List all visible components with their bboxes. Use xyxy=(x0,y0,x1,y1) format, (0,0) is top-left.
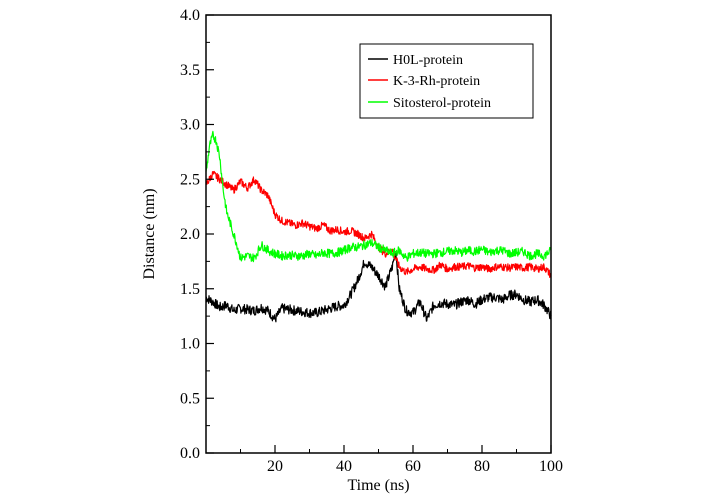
y-tick-label: 1.0 xyxy=(180,336,200,353)
y-tick-label: 0.5 xyxy=(180,390,200,407)
x-axis-title: Time (ns) xyxy=(347,477,409,494)
y-tick-label: 3.5 xyxy=(180,62,200,79)
x-tick-label: 20 xyxy=(267,458,283,475)
ticks-layer: 0.0 0.5 1.0 1.5 2.0 2.5 3.0 3.5 4.0 20 40 60 80 100 xyxy=(180,7,563,475)
y-tick-label: 0.0 xyxy=(180,445,200,462)
y-tick-label: 3.0 xyxy=(180,117,200,134)
legend-label-sitosterol: Sitosterol-protein xyxy=(393,96,491,111)
series-line-sitosterol xyxy=(205,130,552,263)
series-line-h0l xyxy=(205,251,552,323)
legend-box xyxy=(359,43,534,119)
x-tick-label: 80 xyxy=(474,458,490,475)
x-tick-label: 40 xyxy=(336,458,352,475)
legend-label-h0l: H0L-protein xyxy=(393,53,463,68)
y-tick-label: 2.0 xyxy=(180,226,200,243)
y-tick-label: 1.5 xyxy=(180,281,200,298)
legend: H0L-protein K-3-Rh-protein Sitosterol-pr… xyxy=(359,43,534,119)
series-layer xyxy=(205,130,552,323)
y-tick-label: 4.0 xyxy=(180,7,200,24)
x-tick-label: 60 xyxy=(405,458,421,475)
series-line-k3rh xyxy=(205,170,552,278)
y-tick-label: 2.5 xyxy=(180,171,200,188)
y-axis-title: Distance (nm) xyxy=(141,188,158,279)
legend-label-k3rh: K-3-Rh-protein xyxy=(393,74,480,89)
x-tick-label: 100 xyxy=(539,458,563,475)
